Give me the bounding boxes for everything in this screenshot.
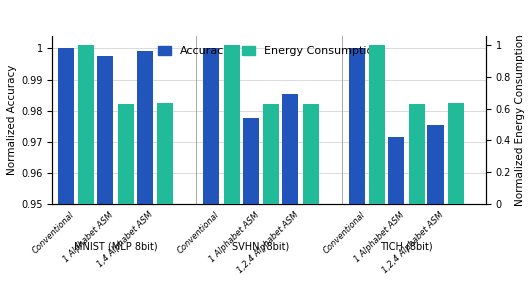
Legend: Accuracy, Energy Consumption: Accuracy, Energy Consumption [153, 42, 385, 61]
Text: MNIST (MLP 8bit): MNIST (MLP 8bit) [74, 241, 157, 251]
Y-axis label: Normalized Energy Consumption: Normalized Energy Consumption [515, 34, 525, 206]
Bar [448, 103, 464, 204]
Bar [388, 137, 404, 300]
Bar [203, 48, 219, 300]
Bar [243, 118, 259, 300]
Text: SVHN (8bit): SVHN (8bit) [232, 241, 289, 251]
Bar [78, 45, 95, 204]
Bar [157, 103, 173, 204]
Bar [303, 104, 319, 204]
Bar [348, 48, 365, 300]
Bar [263, 104, 279, 204]
Bar [223, 45, 240, 204]
Bar [97, 56, 113, 300]
Bar [427, 125, 444, 300]
Bar [137, 51, 153, 300]
Bar [118, 104, 134, 204]
Y-axis label: Normalized Accuracy: Normalized Accuracy [7, 65, 17, 175]
Text: TICH (8bit): TICH (8bit) [380, 241, 433, 251]
Bar [58, 48, 74, 300]
Bar [409, 104, 425, 204]
Bar [369, 45, 385, 204]
Bar [282, 94, 298, 300]
